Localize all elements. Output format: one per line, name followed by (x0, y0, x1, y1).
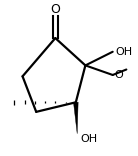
Text: OH: OH (80, 134, 97, 144)
Text: O: O (50, 3, 60, 16)
Polygon shape (74, 102, 78, 134)
Text: OH: OH (115, 47, 133, 57)
Text: O: O (115, 70, 124, 80)
